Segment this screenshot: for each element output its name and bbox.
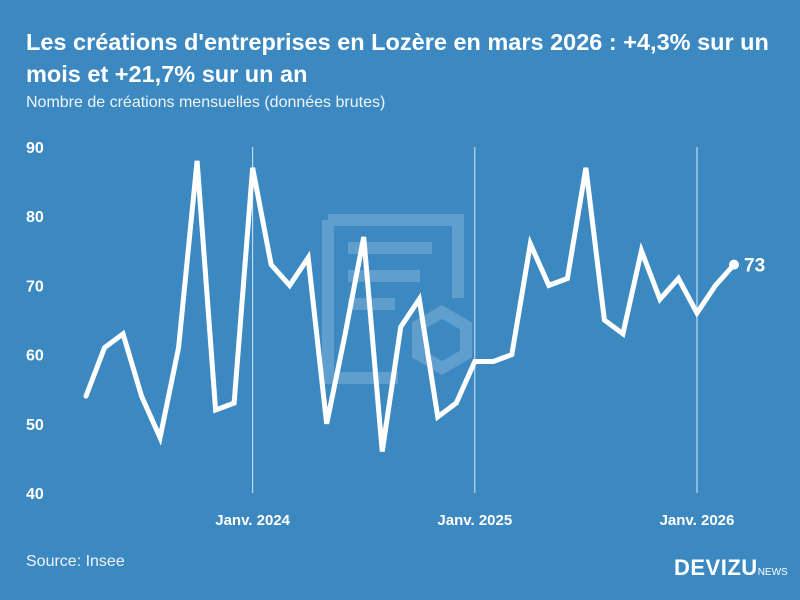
y-tick-label: 70 bbox=[26, 278, 44, 295]
x-tick-label: Janv. 2025 bbox=[437, 512, 512, 529]
logo-main: DEVIZU bbox=[674, 555, 758, 580]
x-tick-label: Janv. 2024 bbox=[215, 512, 290, 529]
y-tick-label: 40 bbox=[26, 486, 44, 503]
chart-subtitle: Nombre de créations mensuelles (données … bbox=[26, 94, 386, 111]
last-point-marker bbox=[729, 259, 739, 270]
y-tick-label: 80 bbox=[26, 209, 44, 226]
last-value-label: 73 bbox=[744, 256, 765, 277]
devizu-logo: DEVIZUNEWS bbox=[674, 555, 788, 581]
logo-suffix: NEWS bbox=[757, 567, 788, 578]
y-tick-label: 50 bbox=[26, 417, 44, 434]
source-note: Source: Insee bbox=[26, 553, 125, 570]
chart-title: Les créations d'entreprises en Lozère en… bbox=[26, 29, 769, 87]
y-tick-label: 60 bbox=[26, 348, 44, 365]
y-tick-label: 90 bbox=[26, 140, 44, 157]
series-line bbox=[83, 160, 737, 452]
x-tick-label: Janv. 2026 bbox=[660, 512, 735, 529]
